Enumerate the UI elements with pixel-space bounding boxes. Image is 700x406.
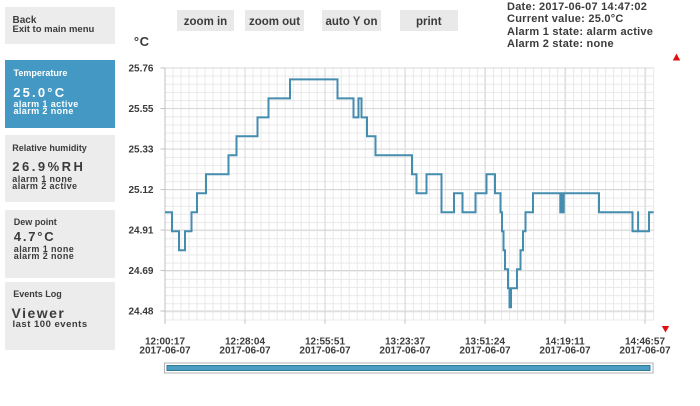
svg-text:25.55: 25.55 <box>128 104 153 115</box>
svg-text:2017-06-07: 2017-06-07 <box>459 346 511 357</box>
svg-text:2017-06-07: 2017-06-07 <box>379 346 431 357</box>
svg-text:2017-06-07: 2017-06-07 <box>619 346 671 357</box>
svg-text:2017-06-07: 2017-06-07 <box>139 346 191 357</box>
svg-text:12:55:51: 12:55:51 <box>305 337 345 348</box>
svg-text:12:28:04: 12:28:04 <box>225 337 265 348</box>
svg-text:14:19:11: 14:19:11 <box>545 337 585 348</box>
svg-text:25.76: 25.76 <box>128 64 153 75</box>
svg-text:2017-06-07: 2017-06-07 <box>539 346 591 357</box>
svg-text:°C: °C <box>134 34 150 49</box>
svg-text:24.91: 24.91 <box>128 226 153 237</box>
svg-text:25.33: 25.33 <box>128 145 153 156</box>
svg-text:2017-06-07: 2017-06-07 <box>219 346 271 357</box>
svg-text:25.12: 25.12 <box>128 185 153 196</box>
svg-text:24.48: 24.48 <box>128 307 153 318</box>
svg-text:24.69: 24.69 <box>128 266 153 277</box>
svg-text:13:23:37: 13:23:37 <box>385 337 425 348</box>
svg-text:13:51:24: 13:51:24 <box>465 337 505 348</box>
svg-text:2017-06-07: 2017-06-07 <box>299 346 351 357</box>
svg-text:12:00:17: 12:00:17 <box>145 337 185 348</box>
svg-text:14:46:57: 14:46:57 <box>625 337 665 348</box>
